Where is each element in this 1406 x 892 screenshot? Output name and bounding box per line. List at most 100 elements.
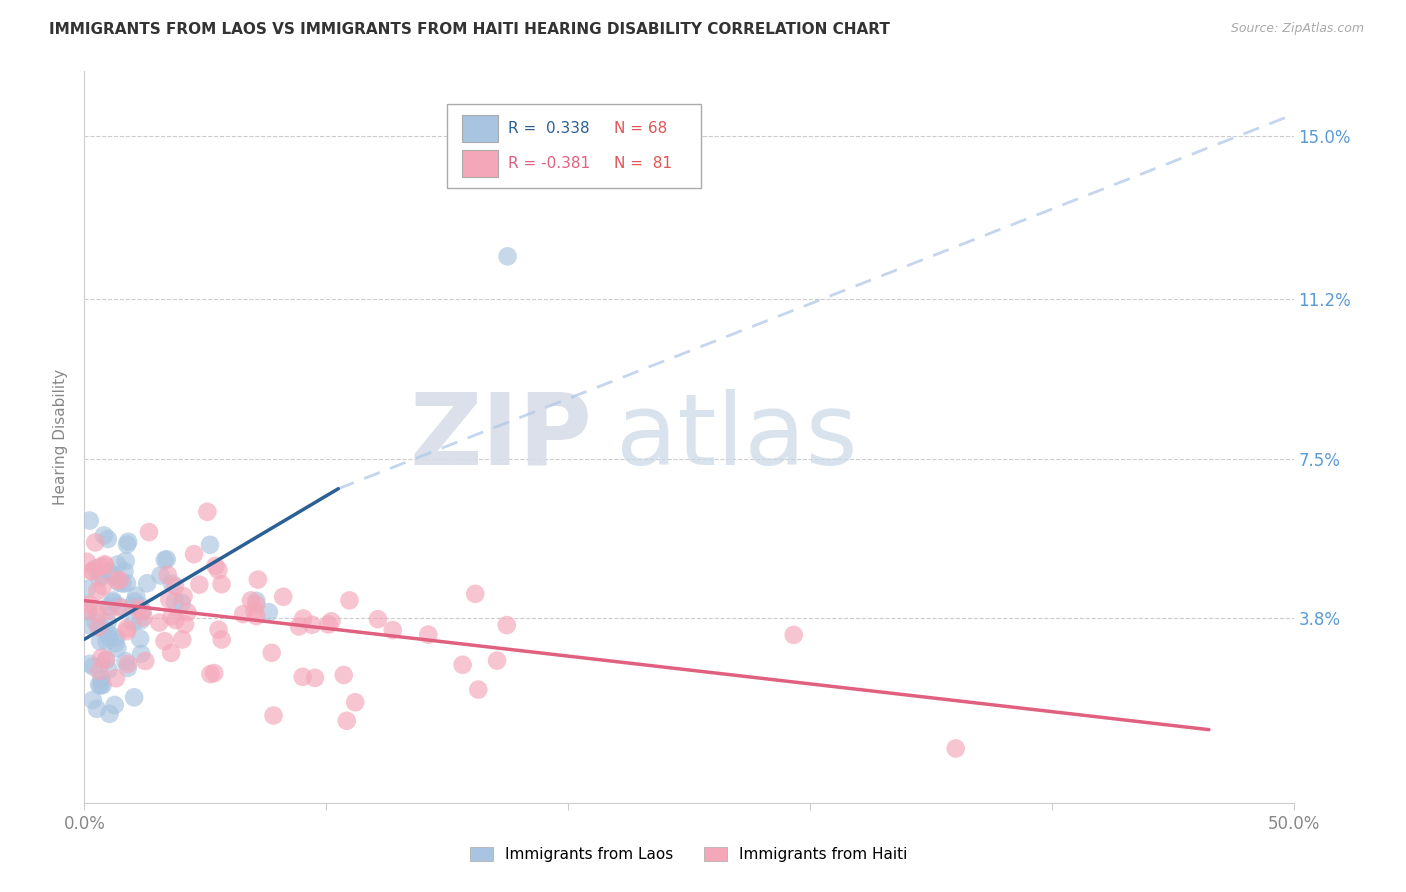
Point <box>114 654 136 668</box>
Point <box>91 569 114 583</box>
Point <box>96 634 118 648</box>
Point <box>202 666 225 681</box>
Point <box>94 653 117 667</box>
Point <box>101 595 124 609</box>
Point <box>344 695 367 709</box>
Point <box>129 614 152 628</box>
Point <box>115 624 138 639</box>
Text: N = 68: N = 68 <box>614 121 668 136</box>
FancyBboxPatch shape <box>447 104 702 188</box>
Text: R =  0.338: R = 0.338 <box>508 121 589 136</box>
Point <box>304 671 326 685</box>
Point <box>153 634 176 648</box>
Point <box>111 576 134 591</box>
Point <box>90 672 112 686</box>
Point <box>183 547 205 561</box>
Point <box>467 682 489 697</box>
Point <box>89 634 111 648</box>
Point <box>131 604 153 618</box>
Point <box>245 609 267 624</box>
Point <box>91 579 114 593</box>
Point <box>87 606 110 620</box>
Point <box>246 573 269 587</box>
Y-axis label: Hearing Disability: Hearing Disability <box>53 369 69 505</box>
Text: IMMIGRANTS FROM LAOS VS IMMIGRANTS FROM HAITI HEARING DISABILITY CORRELATION CHA: IMMIGRANTS FROM LAOS VS IMMIGRANTS FROM … <box>49 22 890 37</box>
Point <box>332 668 354 682</box>
Point <box>104 698 127 712</box>
Point <box>271 590 294 604</box>
Point <box>101 593 124 607</box>
Point <box>79 657 101 671</box>
Point <box>127 601 149 615</box>
Point <box>496 249 519 263</box>
Point <box>945 741 967 756</box>
Point <box>211 632 233 647</box>
Point <box>128 599 150 613</box>
Point <box>211 577 233 591</box>
Point <box>321 615 343 629</box>
Point <box>77 618 100 632</box>
Text: ZIP: ZIP <box>409 389 592 485</box>
Point <box>486 654 509 668</box>
Point <box>495 618 517 632</box>
Point <box>200 667 222 681</box>
Point <box>87 678 110 692</box>
Point <box>204 558 226 573</box>
Point <box>165 613 187 627</box>
Point <box>156 552 179 566</box>
Point <box>97 532 120 546</box>
Point <box>84 615 107 630</box>
Point <box>82 659 104 673</box>
Point <box>170 596 193 610</box>
Point <box>89 571 111 585</box>
Point <box>464 587 486 601</box>
Point <box>124 594 146 608</box>
Point <box>132 610 155 624</box>
Point <box>115 576 138 591</box>
Point <box>243 604 266 618</box>
Point <box>174 617 197 632</box>
Point <box>148 615 170 630</box>
Point <box>98 565 121 579</box>
Point <box>367 612 389 626</box>
Point <box>108 573 131 587</box>
Point <box>97 604 120 618</box>
Text: R = -0.381: R = -0.381 <box>508 156 589 171</box>
Point <box>89 664 111 678</box>
Point <box>114 554 136 568</box>
Point <box>76 555 98 569</box>
Point <box>97 599 120 614</box>
Text: N =  81: N = 81 <box>614 156 672 171</box>
Point <box>105 558 128 572</box>
Point <box>136 576 159 591</box>
Point <box>105 631 128 645</box>
Point <box>381 623 404 637</box>
Point <box>97 615 120 629</box>
Point <box>149 568 172 582</box>
Point <box>84 561 107 575</box>
Point <box>122 615 145 630</box>
Point <box>87 620 110 634</box>
Point <box>122 690 145 705</box>
Point <box>105 573 128 587</box>
Point <box>105 641 128 656</box>
Point <box>188 577 211 591</box>
Point <box>318 617 340 632</box>
Point <box>138 525 160 540</box>
Point <box>160 646 183 660</box>
Point <box>121 599 143 613</box>
Point <box>173 589 195 603</box>
Point <box>291 670 314 684</box>
Point <box>115 537 138 551</box>
Point <box>104 636 127 650</box>
Point <box>339 593 361 607</box>
Text: atlas: atlas <box>616 389 858 485</box>
Point <box>86 702 108 716</box>
Point <box>172 632 194 647</box>
Point <box>82 693 104 707</box>
Point <box>93 528 115 542</box>
Point <box>108 575 131 590</box>
Point <box>198 538 221 552</box>
Point <box>163 579 186 593</box>
Point <box>129 632 152 646</box>
